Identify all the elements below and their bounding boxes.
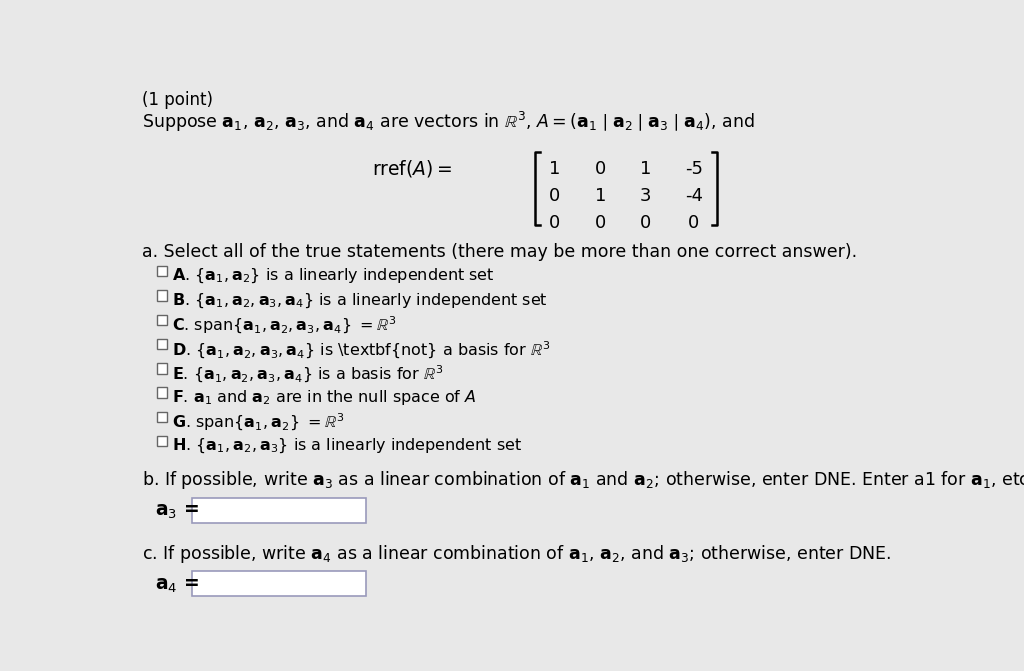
Text: 1: 1 <box>549 160 560 178</box>
Text: $\mathbf{C}$. span{$\mathbf{a}_1, \mathbf{a}_2, \mathbf{a}_3, \mathbf{a}_4$} $= : $\mathbf{C}$. span{$\mathbf{a}_1, \mathb… <box>172 315 396 336</box>
FancyBboxPatch shape <box>157 411 167 422</box>
Text: -5: -5 <box>685 160 702 178</box>
FancyBboxPatch shape <box>157 363 167 374</box>
Text: 3: 3 <box>640 187 651 205</box>
Text: -4: -4 <box>685 187 702 205</box>
Text: Suppose $\mathbf{a}_1$, $\mathbf{a}_2$, $\mathbf{a}_3$, and $\mathbf{a}_4$ are v: Suppose $\mathbf{a}_1$, $\mathbf{a}_2$, … <box>142 110 755 134</box>
Text: 0: 0 <box>595 160 606 178</box>
Text: b. If possible, write $\mathbf{a}_3$ as a linear combination of $\mathbf{a}_1$ a: b. If possible, write $\mathbf{a}_3$ as … <box>142 470 1024 491</box>
Text: $\mathbf{E}$. {$\mathbf{a}_1, \mathbf{a}_2, \mathbf{a}_3, \mathbf{a}_4$} is a ba: $\mathbf{E}$. {$\mathbf{a}_1, \mathbf{a}… <box>172 364 443 385</box>
Text: $\mathbf{G}$. span{$\mathbf{a}_1, \mathbf{a}_2$} $= \mathbb{R}^3$: $\mathbf{G}$. span{$\mathbf{a}_1, \mathb… <box>172 413 344 433</box>
Text: $\mathbf{a}_4$ =: $\mathbf{a}_4$ = <box>155 576 199 595</box>
FancyBboxPatch shape <box>157 387 167 398</box>
Text: a. Select all of the true statements (there may be more than one correct answer): a. Select all of the true statements (th… <box>142 243 857 261</box>
Text: (1 point): (1 point) <box>142 91 213 109</box>
FancyBboxPatch shape <box>157 266 167 276</box>
FancyBboxPatch shape <box>157 315 167 325</box>
Text: 0: 0 <box>688 214 699 231</box>
Text: 0: 0 <box>595 214 606 231</box>
Text: $\mathbf{B}$. {$\mathbf{a}_1, \mathbf{a}_2, \mathbf{a}_3, \mathbf{a}_4$} is a li: $\mathbf{B}$. {$\mathbf{a}_1, \mathbf{a}… <box>172 291 548 309</box>
Text: $\mathbf{A}$. {$\mathbf{a}_1, \mathbf{a}_2$} is a linearly independent set: $\mathbf{A}$. {$\mathbf{a}_1, \mathbf{a}… <box>172 267 495 285</box>
FancyBboxPatch shape <box>191 498 366 523</box>
Text: $\mathbf{H}$. {$\mathbf{a}_1, \mathbf{a}_2, \mathbf{a}_3$} is a linearly indepen: $\mathbf{H}$. {$\mathbf{a}_1, \mathbf{a}… <box>172 437 522 455</box>
Text: $\mathbf{F}$. $\mathbf{a}_1$ and $\mathbf{a}_2$ are in the null space of $A$: $\mathbf{F}$. $\mathbf{a}_1$ and $\mathb… <box>172 388 476 407</box>
Text: 1: 1 <box>595 187 606 205</box>
FancyBboxPatch shape <box>157 291 167 301</box>
FancyBboxPatch shape <box>191 571 366 596</box>
Text: 0: 0 <box>549 214 560 231</box>
Text: $\mathrm{rref}(A) =$: $\mathrm{rref}(A) =$ <box>372 158 453 179</box>
Text: $\mathbf{D}$. {$\mathbf{a}_1, \mathbf{a}_2, \mathbf{a}_3, \mathbf{a}_4$} is \tex: $\mathbf{D}$. {$\mathbf{a}_1, \mathbf{a}… <box>172 340 551 361</box>
Text: $\mathbf{a}_3$ =: $\mathbf{a}_3$ = <box>155 503 199 521</box>
Text: c. If possible, write $\mathbf{a}_4$ as a linear combination of $\mathbf{a}_1$, : c. If possible, write $\mathbf{a}_4$ as … <box>142 543 891 564</box>
FancyBboxPatch shape <box>157 339 167 349</box>
Text: 1: 1 <box>640 160 651 178</box>
Text: 0: 0 <box>640 214 651 231</box>
Text: 0: 0 <box>549 187 560 205</box>
FancyBboxPatch shape <box>157 436 167 446</box>
